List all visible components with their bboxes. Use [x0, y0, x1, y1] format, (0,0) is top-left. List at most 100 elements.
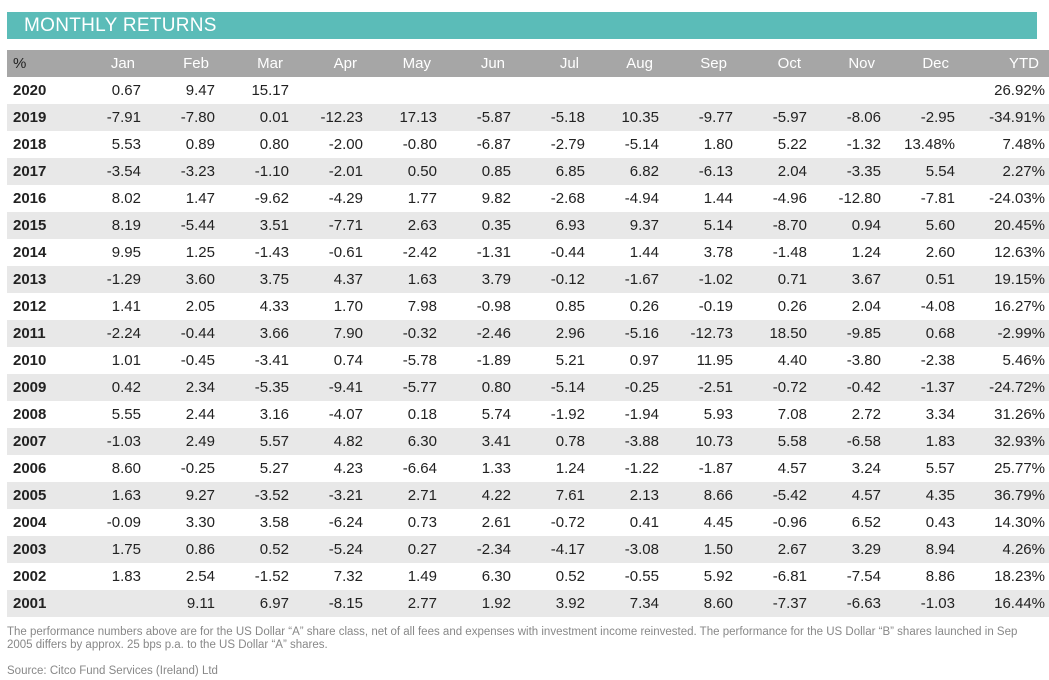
return-cell: 19.15%	[994, 271, 1045, 288]
return-cell	[593, 77, 667, 104]
return-cell: -0.55	[624, 568, 659, 585]
return-cell: 3.34	[925, 406, 955, 423]
return-cell: 0.85	[481, 163, 511, 180]
year-cell: 2015	[13, 217, 47, 234]
return-cell	[667, 77, 741, 104]
return-cell: 9.27	[185, 487, 215, 504]
source-note: Source: Citco Fund Services (Ireland) Lt…	[7, 665, 218, 677]
return-cell	[741, 77, 815, 104]
return-cell: -5.14	[624, 136, 659, 153]
return-cell: 4.45	[703, 514, 733, 531]
return-cell: 3.60	[185, 271, 215, 288]
return-cell: 0.35	[481, 217, 511, 234]
return-cell: 1.83	[111, 568, 141, 585]
return-cell: 5.14	[703, 217, 733, 234]
return-cell: -6.81	[772, 568, 807, 585]
return-cell: 3.30	[185, 514, 215, 531]
return-cell: -6.13	[698, 163, 733, 180]
return-cell: -2.34	[476, 541, 511, 558]
return-cell: -7.37	[772, 595, 807, 612]
table-row: 2015 8.19 -5.44 3.51 -7.71 2.63 0.35 6.93 9.37 5.…	[7, 212, 1049, 239]
return-cell: 7.61	[555, 487, 585, 504]
table-row: 2009 0.42 2.34 -5.35 -9.41 -5.77 0.80 -5.14 -0.2…	[7, 374, 1049, 401]
return-cell: 4.40	[777, 352, 807, 369]
return-cell: 5.92	[703, 568, 733, 585]
return-cell: -5.97	[772, 109, 807, 126]
return-cell: 3.29	[851, 541, 881, 558]
return-cell: 2.60	[925, 244, 955, 261]
column-header: Aug	[626, 55, 653, 72]
return-cell: 18.23%	[994, 568, 1045, 585]
return-cell: -1.37	[920, 379, 955, 396]
return-cell: -0.80	[402, 136, 437, 153]
return-cell: -7.91	[106, 109, 141, 126]
return-cell: -9.85	[846, 325, 881, 342]
return-cell: 0.01	[259, 109, 289, 126]
table-row: 2003 1.75 0.86 0.52 -5.24 0.27 -2.34 -4.17 -3.08…	[7, 536, 1049, 563]
return-cell: 9.95	[111, 244, 141, 261]
year-cell: 2011	[13, 325, 46, 342]
return-cell: 0.80	[259, 136, 289, 153]
return-cell: 12.63%	[994, 244, 1045, 261]
return-cell: -0.25	[624, 379, 659, 396]
return-cell: -3.88	[624, 433, 659, 450]
return-cell: -1.52	[254, 568, 289, 585]
return-cell: 15.17	[251, 82, 289, 99]
return-cell: 32.93%	[994, 433, 1045, 450]
return-cell	[815, 77, 889, 104]
year-cell: 2017	[13, 163, 47, 180]
table-row: 2011 -2.24 -0.44 3.66 7.90 -0.32 -2.46 2.96 -5.1…	[7, 320, 1049, 347]
return-cell: -1.10	[254, 163, 289, 180]
return-cell: -3.35	[846, 163, 881, 180]
return-cell: 9.47	[185, 82, 215, 99]
return-cell: -2.68	[550, 190, 585, 207]
return-cell: 2.71	[407, 487, 437, 504]
return-cell: -0.45	[180, 352, 215, 369]
return-cell: -4.96	[772, 190, 807, 207]
return-cell: -2.79	[550, 136, 585, 153]
return-cell: -1.87	[698, 460, 733, 477]
return-cell: 3.67	[851, 271, 881, 288]
return-cell: -8.15	[328, 595, 363, 612]
return-cell: 36.79%	[994, 487, 1045, 504]
return-cell: 0.52	[555, 568, 585, 585]
return-cell: -0.72	[550, 514, 585, 531]
return-cell: -1.03	[106, 433, 141, 450]
return-cell: 1.80	[703, 136, 733, 153]
return-cell: -2.99%	[997, 325, 1045, 342]
return-cell: -3.54	[106, 163, 141, 180]
return-cell: 6.82	[629, 163, 659, 180]
return-cell: -5.18	[550, 109, 585, 126]
return-cell: -3.41	[254, 352, 289, 369]
return-cell: -9.77	[698, 109, 733, 126]
return-cell: 2.44	[185, 406, 215, 423]
return-cell: 1.44	[703, 190, 733, 207]
return-cell: 7.98	[407, 298, 437, 315]
return-cell: 0.26	[777, 298, 807, 315]
return-cell: 1.77	[407, 190, 437, 207]
column-header: Jan	[110, 55, 135, 72]
return-cell: 0.71	[777, 271, 807, 288]
return-cell: 4.57	[777, 460, 807, 477]
table-row: 2018 5.53 0.89 0.80 -2.00 -0.80 -6.87 -2.79 -5.1…	[7, 131, 1049, 158]
return-cell: 8.02	[111, 190, 141, 207]
return-cell: 8.86	[925, 568, 955, 585]
column-header: Feb	[183, 55, 209, 72]
return-cell: -24.03%	[989, 190, 1045, 207]
return-cell: -8.06	[846, 109, 881, 126]
table-row: 2001 9.11 6.97 -8.15 2.77 1.92 3.92 7.34 8.60 -7.…	[7, 590, 1049, 617]
return-cell: 5.74	[481, 406, 511, 423]
return-cell: 0.73	[407, 514, 437, 531]
return-cell: -0.96	[772, 514, 807, 531]
return-cell: 3.16	[259, 406, 289, 423]
return-cell: 4.35	[925, 487, 955, 504]
table-row: 2012 1.41 2.05 4.33 1.70 7.98 -0.98 0.85 0.26 -0.…	[7, 293, 1049, 320]
return-cell: 0.18	[407, 406, 437, 423]
column-header: Dec	[922, 55, 949, 72]
return-cell: 25.77%	[994, 460, 1045, 477]
return-cell: 3.66	[259, 325, 289, 342]
return-cell: 5.54	[925, 163, 955, 180]
return-cell: 3.24	[851, 460, 881, 477]
return-cell: 6.52	[851, 514, 881, 531]
return-cell: 0.41	[629, 514, 659, 531]
